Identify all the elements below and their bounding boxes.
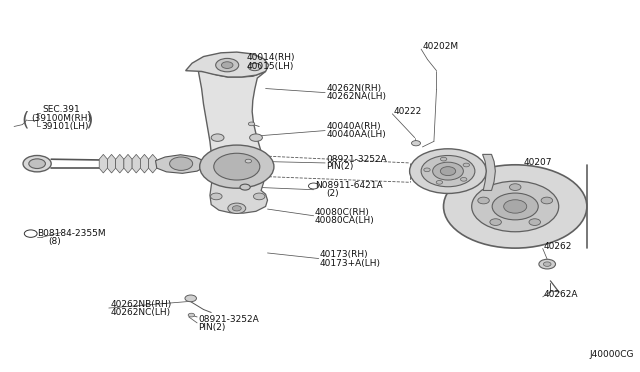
Text: SEC.391: SEC.391 [42, 105, 79, 114]
Circle shape [504, 200, 527, 213]
Circle shape [200, 145, 274, 188]
Circle shape [461, 177, 467, 181]
Text: J40000CG: J40000CG [589, 350, 634, 359]
Polygon shape [116, 154, 124, 173]
Text: 40173(RH): 40173(RH) [320, 250, 369, 259]
Text: 40262NC(LH): 40262NC(LH) [110, 308, 170, 317]
Circle shape [29, 159, 45, 169]
Circle shape [424, 168, 430, 172]
Circle shape [216, 58, 239, 72]
Text: 40040AA(LH): 40040AA(LH) [326, 130, 386, 139]
Circle shape [421, 155, 475, 187]
Text: 40262NA(LH): 40262NA(LH) [326, 92, 387, 101]
Circle shape [472, 181, 559, 232]
Text: PIN(2): PIN(2) [198, 323, 226, 332]
Text: B08184-2355M: B08184-2355M [37, 229, 106, 238]
Text: ): ) [86, 110, 93, 129]
Polygon shape [132, 154, 140, 173]
Text: 40173+A(LH): 40173+A(LH) [320, 259, 381, 267]
Text: 40080CA(LH): 40080CA(LH) [315, 216, 374, 225]
Polygon shape [148, 154, 157, 173]
Text: (: ( [22, 110, 29, 129]
Circle shape [240, 184, 250, 190]
Text: (2): (2) [326, 189, 339, 198]
Circle shape [248, 122, 255, 126]
Text: 40262NB(RH): 40262NB(RH) [110, 300, 172, 309]
Circle shape [440, 157, 447, 161]
Text: 08921-3252A: 08921-3252A [198, 315, 259, 324]
Polygon shape [108, 154, 116, 173]
Text: 40207: 40207 [524, 158, 552, 167]
Circle shape [248, 63, 261, 71]
Circle shape [539, 259, 556, 269]
Circle shape [188, 313, 195, 317]
Text: N08911-6421A: N08911-6421A [315, 182, 383, 190]
Text: (39100M(RH): (39100M(RH) [31, 114, 91, 123]
Circle shape [463, 163, 470, 167]
Text: 40262A: 40262A [544, 290, 579, 299]
Text: 40262: 40262 [544, 242, 572, 251]
Text: 40080C(RH): 40080C(RH) [315, 208, 370, 217]
Circle shape [410, 149, 486, 193]
Circle shape [541, 197, 552, 204]
Circle shape [211, 134, 224, 141]
Circle shape [433, 162, 463, 180]
Circle shape [245, 159, 252, 163]
Circle shape [253, 193, 265, 200]
Text: 39101(LH): 39101(LH) [42, 122, 89, 131]
Polygon shape [124, 154, 132, 173]
Polygon shape [198, 71, 266, 177]
Circle shape [211, 193, 222, 200]
Circle shape [170, 157, 193, 170]
Polygon shape [483, 154, 495, 190]
Circle shape [529, 219, 541, 225]
Circle shape [490, 219, 501, 225]
Circle shape [444, 165, 587, 248]
Text: 08921-3252A: 08921-3252A [326, 155, 387, 164]
Polygon shape [140, 154, 148, 173]
Text: 40014(RH): 40014(RH) [246, 53, 295, 62]
Text: (8): (8) [48, 237, 61, 246]
Polygon shape [186, 52, 269, 77]
Circle shape [228, 203, 246, 214]
Circle shape [214, 153, 260, 180]
Text: 40262N(RH): 40262N(RH) [326, 84, 381, 93]
Circle shape [185, 295, 196, 302]
Circle shape [250, 134, 262, 141]
Circle shape [492, 193, 538, 220]
Circle shape [232, 206, 241, 211]
Circle shape [436, 180, 443, 184]
Circle shape [221, 62, 233, 68]
Circle shape [478, 197, 490, 204]
Circle shape [23, 155, 51, 172]
Text: 40040A(RH): 40040A(RH) [326, 122, 381, 131]
Text: 40222: 40222 [394, 107, 422, 116]
Polygon shape [99, 154, 108, 173]
Circle shape [509, 184, 521, 190]
Circle shape [440, 167, 456, 176]
Text: 40015(LH): 40015(LH) [246, 62, 294, 71]
Circle shape [412, 141, 420, 146]
Text: 40202M: 40202M [422, 42, 458, 51]
Circle shape [543, 262, 551, 266]
Polygon shape [156, 155, 205, 173]
Polygon shape [210, 169, 268, 213]
Text: PIN(2): PIN(2) [326, 162, 354, 171]
